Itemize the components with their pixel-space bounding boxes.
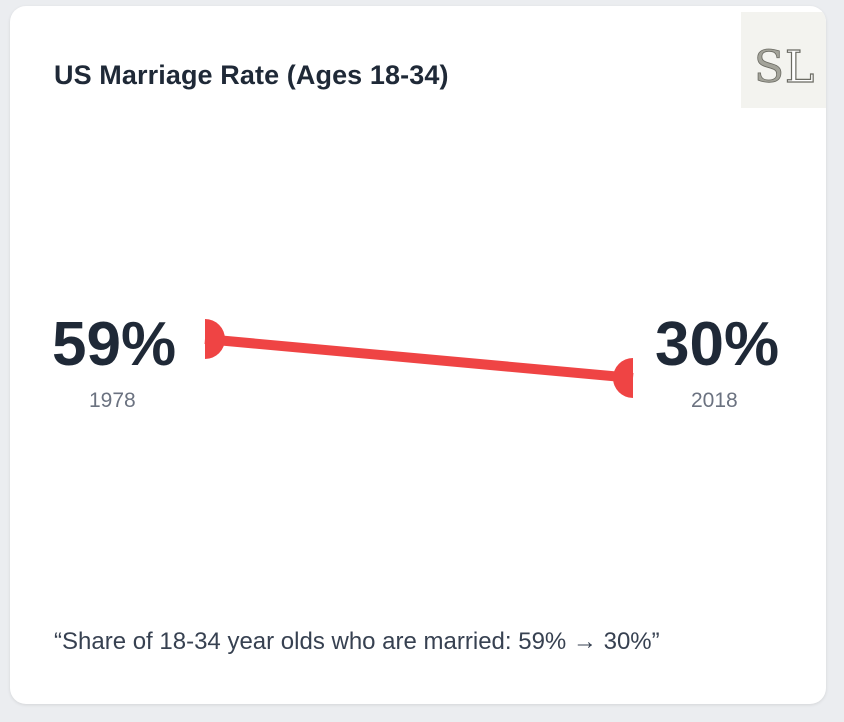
sl-monogram-icon: S L [754, 41, 815, 93]
chart-caption: “Share of 18-34 year olds who are marrie… [54, 628, 660, 655]
start-point [205, 319, 225, 359]
slope-plot [204, 319, 634, 398]
logo-letter-s: S [754, 42, 784, 93]
chart-card: US Marriage Rate (Ages 18-34) S L 59% 19… [10, 6, 826, 704]
slope-line [204, 334, 634, 383]
logo: S L [741, 12, 826, 108]
start-year-label: 1978 [89, 389, 136, 412]
logo-letter-l: L [785, 42, 814, 93]
start-value-label: 59% [52, 310, 177, 379]
chart-title: US Marriage Rate (Ages 18-34) [54, 60, 449, 90]
end-value-label: 30% [655, 310, 780, 379]
end-point [613, 358, 633, 398]
end-year-label: 2018 [691, 389, 738, 412]
